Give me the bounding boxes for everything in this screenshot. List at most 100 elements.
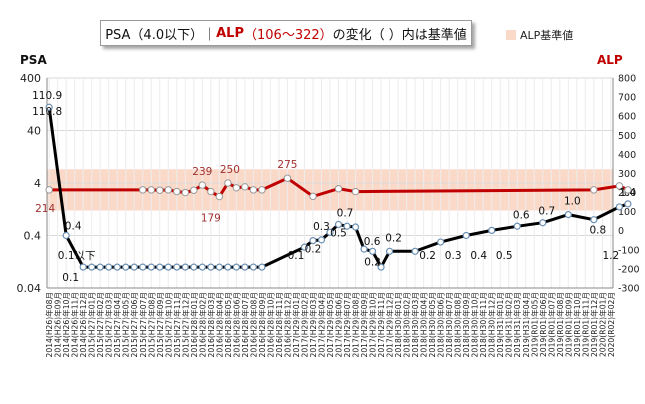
x-tick-label: 2016(H28)年07月 [240,292,250,357]
left-tick-label: 4 [34,177,41,190]
psa-data-label: 1.4 [620,187,637,199]
x-tick-label: 2018(H30)年04月 [419,292,429,357]
psa-point [513,222,521,230]
psa-point [258,263,266,271]
title-psa: PSA（4.0以下） [105,27,204,43]
legend-swatch [506,30,516,40]
psa-point [539,219,547,227]
right-tick-label: -200 [618,264,640,275]
x-tick-label: 2017(H29)年06月 [334,292,344,357]
psa-data-label: 0.2 [305,244,322,256]
right-tick-label: 300 [618,169,636,180]
x-tick-label: 2014(H26)年08月 [44,292,54,357]
right-tick-label: 500 [618,131,636,142]
x-tick-label: 2016(H28)年09月 [257,292,267,357]
left-tick-label: 40 [27,125,41,138]
title-alp-range: （106～322） [244,27,333,43]
x-tick-label: 2015(H27)年05月 [121,292,131,357]
psa-point [437,238,445,246]
right-tick-label: 400 [618,150,636,161]
psa-data-label: 0.3 [445,250,462,262]
psa-point [79,263,87,271]
psa-point [96,263,104,271]
psa-point [207,263,215,271]
x-tick-label: 2015(H27)年04月 [112,292,122,357]
left-tick-label: 0.04 [17,282,42,295]
x-tick-label: 2015(H27)年01月 [87,292,97,357]
title-separator: ｜ [203,27,217,43]
psa-point [249,263,257,271]
x-tick-label: 2015(H27)年11月 [172,292,182,357]
x-tick-label: 2016(H28)年10月 [265,292,275,357]
psa-point [113,263,121,271]
psa-point [62,231,70,240]
alp-point [45,186,53,194]
x-tick-label: 2018(H30)年07月 [444,292,454,357]
alp-point [224,179,232,187]
alp-data-label: 214 [35,203,55,215]
x-tick-label: 2017(H29)年11月 [376,292,386,357]
psa-data-label: 0.2 [385,232,402,244]
alp-point [241,183,249,191]
psa-data-label: 110.9 [32,90,62,102]
alp-data-label: 275 [277,159,297,171]
psa-point [190,263,198,271]
x-tick-label: 2019(R01)年10月 [572,292,582,357]
x-tick-label: 2017(H29)年12月 [385,292,395,357]
psa-data-label: 0.6 [364,236,381,248]
x-tick-label: 2018(H30)年08月 [453,292,463,357]
psa-data-label: 0.2 [364,256,381,268]
psa-point [343,222,351,230]
x-tick-label: 2017(H29)年10月 [368,292,378,357]
psa-point [181,263,189,271]
psa-point [624,200,632,208]
psa-data-label: 0.8 [589,225,606,237]
x-tick-label: 2018(H30)年12月 [487,292,497,357]
psa-point [241,263,249,271]
alp-point [156,186,164,194]
x-tick-label: 2019(R01)年09月 [563,292,573,357]
x-tick-label: 2015(H27)年02月 [95,292,105,357]
alp-point [249,186,258,194]
psa-point [351,223,360,231]
alp-point [283,174,292,182]
right-tick-label: -100 [618,245,640,256]
right-axis-label: ALP [597,53,623,67]
title-alp: ALP [216,25,244,41]
x-tick-label: 2014(H26)年10月 [61,292,71,357]
psa-point [156,263,164,271]
psa-data-label: 1.2 [603,250,620,262]
x-tick-label: 2015(H27)年10月 [163,292,173,357]
alp-point [207,187,215,196]
x-tick-label: 2015(H27)年06月 [129,292,139,357]
x-tick-label: 2016(H28)年08月 [248,292,258,357]
psa-point [147,263,155,271]
alp-data-label: 179 [201,213,221,225]
psa-point [139,263,147,271]
x-tick-label: 2019(R01)年12月 [589,292,599,357]
psa-data-label: 0.4 [470,250,487,262]
x-tick-label: 2016(H28)年03月 [206,292,216,357]
x-tick-label: 2020(R02)年02月 [606,292,616,357]
psa-point [45,103,53,111]
x-tick-label: 2018(H30)年11月 [478,292,488,357]
right-tick-label: 0 [618,226,624,237]
chart-title: PSA（4.0以下） ｜ ALP （106～322） の変化（ ）内は基準値 [100,20,472,46]
x-tick-label: 2015(H27)年03月 [104,292,114,357]
psa-point [615,203,623,211]
x-tick-label: 2017(H29)年03月 [308,292,318,357]
psa-point [360,245,368,253]
x-tick-label: 2015(H27)年07月 [138,292,148,357]
x-tick-label: 2018(H30)年05月 [427,292,437,357]
psa-point [224,263,232,271]
x-tick-label: 2017(H29)年02月 [299,292,309,357]
left-tick-label: 400 [20,72,41,85]
psa-data-label: 0.3 [313,221,330,233]
psa-point [377,263,385,271]
psa-point [232,263,240,271]
psa-data-label: 0.1 [288,250,305,262]
x-tick-label: 2016(H28)年11月 [274,292,284,357]
psa-point [173,263,181,271]
alp-point [232,184,241,192]
